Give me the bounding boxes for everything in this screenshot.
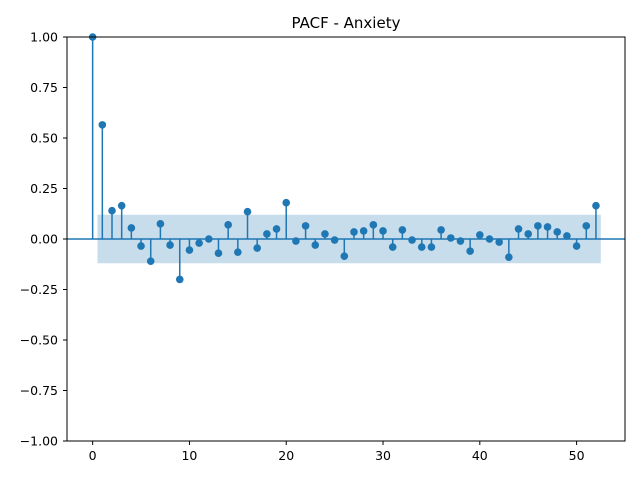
- pacf-point: [195, 239, 203, 247]
- pacf-point: [427, 243, 436, 251]
- y-tick-label: 0.75: [30, 80, 58, 95]
- pacf-point: [466, 247, 474, 255]
- pacf-point: [514, 225, 523, 233]
- y-tick-label: −0.25: [20, 282, 58, 297]
- pacf-point: [369, 221, 378, 229]
- pacf-point: [534, 222, 542, 230]
- pacf-point: [243, 207, 252, 216]
- pacf-point: [446, 234, 455, 242]
- pacf-point: [166, 241, 174, 249]
- pacf-point: [340, 252, 349, 260]
- y-tick-label: 0.50: [30, 131, 58, 146]
- x-tick-label: 30: [375, 448, 391, 463]
- x-tick-label: 0: [89, 448, 97, 463]
- chart-title: PACF - Anxiety: [292, 14, 401, 32]
- pacf-point: [437, 226, 445, 234]
- pacf-point: [137, 242, 145, 250]
- pacf-point: [398, 226, 407, 234]
- pacf-point: [505, 253, 513, 261]
- pacf-point: [156, 220, 165, 228]
- y-tick-label: 0.00: [30, 232, 58, 247]
- x-tick-label: 10: [181, 448, 197, 463]
- plot-area: [67, 33, 625, 284]
- pacf-point: [272, 225, 281, 233]
- pacf-point: [311, 241, 320, 249]
- pacf-point: [204, 235, 213, 243]
- pacf-point: [185, 246, 194, 254]
- pacf-point: [98, 121, 107, 129]
- pacf-point: [572, 242, 581, 250]
- pacf-point: [553, 228, 562, 236]
- x-tick-label: 40: [472, 448, 488, 463]
- y-tick-label: 0.25: [30, 181, 58, 196]
- pacf-point: [282, 198, 291, 207]
- pacf-point: [563, 232, 571, 240]
- pacf-point: [330, 236, 339, 244]
- pacf-point: [543, 223, 552, 231]
- pacf-point: [301, 222, 310, 230]
- pacf-point: [456, 237, 465, 245]
- axes: 0 10 20 30 40 50 −1.00 −0.75 −0.50 −0.25 0.00 0.25 0…: [20, 30, 626, 463]
- x-tick-label: 50: [569, 448, 585, 463]
- pacf-point: [127, 224, 136, 232]
- y-tick-label: −1.00: [20, 434, 58, 449]
- y-tick-label: −0.50: [20, 333, 58, 348]
- pacf-point: [388, 243, 397, 251]
- pacf-point: [253, 244, 261, 252]
- pacf-point: [263, 230, 271, 238]
- y-tick-label: 1.00: [30, 30, 58, 45]
- pacf-point: [359, 227, 368, 235]
- pacf-point: [108, 206, 116, 215]
- pacf-point: [417, 243, 426, 251]
- pacf-point: [592, 201, 600, 210]
- pacf-point: [350, 228, 358, 236]
- pacf-point: [175, 275, 184, 284]
- pacf-point: [408, 236, 416, 244]
- pacf-point: [379, 227, 387, 235]
- pacf-point: [524, 230, 533, 238]
- x-tick-label: 20: [278, 448, 294, 463]
- pacf-point: [224, 221, 232, 229]
- pacf-point: [495, 238, 503, 246]
- pacf-point: [214, 249, 223, 257]
- pacf-point: [146, 257, 155, 266]
- pacf-point: [234, 248, 242, 256]
- pacf-point: [485, 235, 494, 243]
- pacf-point: [117, 201, 126, 210]
- pacf-point: [321, 230, 329, 238]
- pacf-point: [476, 231, 484, 239]
- y-tick-label: −0.75: [20, 383, 58, 398]
- pacf-point: [292, 237, 300, 245]
- pacf-point: [582, 222, 591, 230]
